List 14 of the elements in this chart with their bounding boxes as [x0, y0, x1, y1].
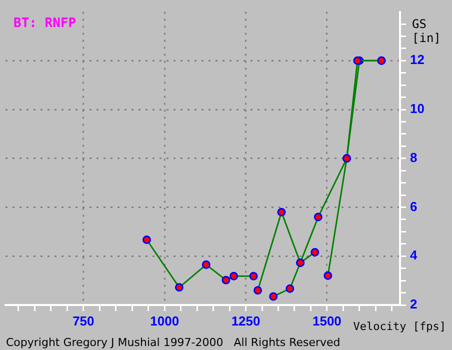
- y-tick-label: 10: [410, 101, 424, 116]
- y-axis-title: GS [in]: [412, 16, 441, 45]
- x-tick-label: 1500: [312, 313, 342, 328]
- y-tick-label: 2: [410, 296, 418, 312]
- x-axis-title: Velocity [fps]: [353, 320, 446, 333]
- x-tick-label: 1250: [231, 313, 260, 328]
- y-tick-label: 4: [410, 248, 418, 263]
- x-tick-label: 750: [72, 313, 94, 328]
- y-tick-label: 8: [410, 150, 418, 165]
- x-tick-label: 1000: [150, 313, 180, 328]
- y-tick-label: 12: [410, 52, 424, 68]
- chart-title: BT: RNFP: [14, 16, 76, 31]
- text: Copyright Gregory J Mushial 1997-2000 All Rights Reserved: [6, 336, 340, 349]
- y-tick-label: 6: [410, 198, 418, 214]
